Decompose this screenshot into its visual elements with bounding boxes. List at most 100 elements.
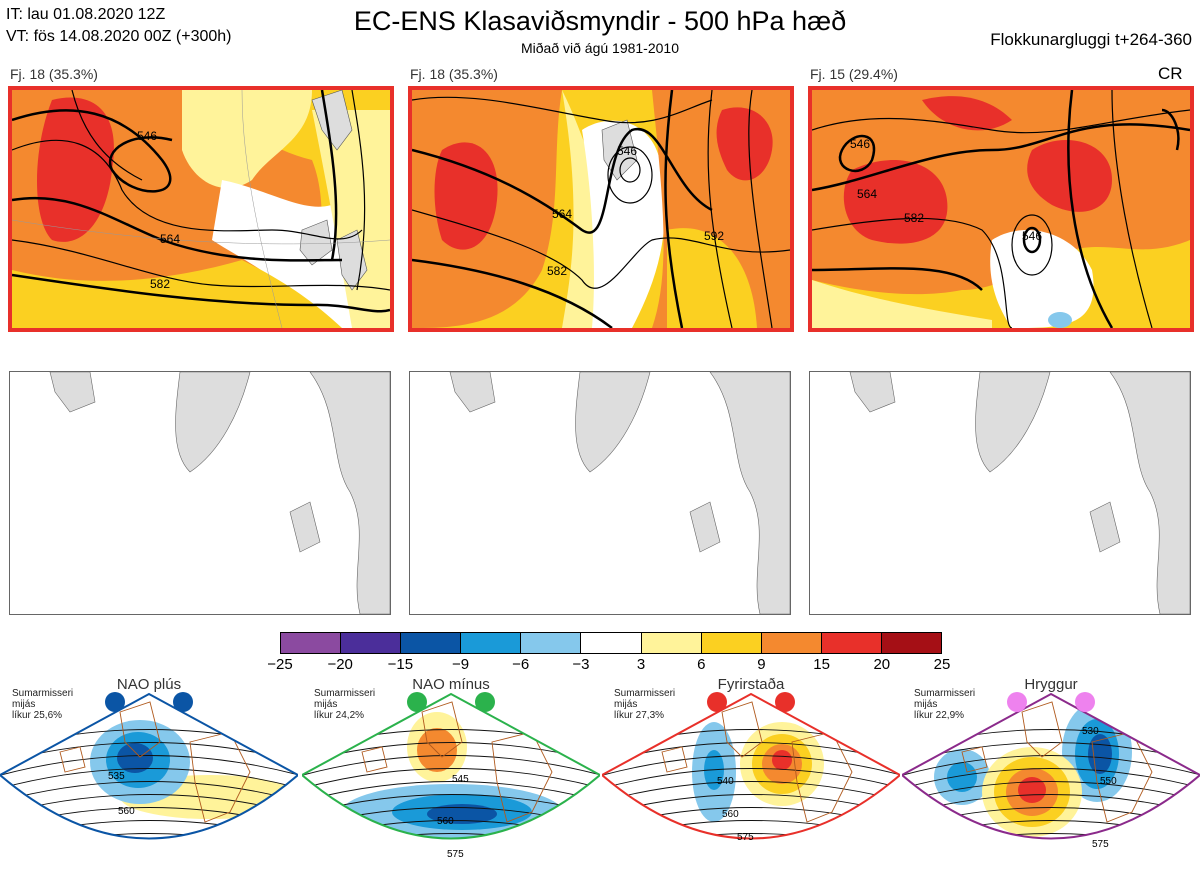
empty-map-3	[809, 371, 1191, 615]
regime-name: NAO mínus	[412, 676, 490, 693]
regime-contour-label: 530	[1082, 726, 1099, 737]
regime-contour-label: 575	[447, 849, 464, 860]
color-scale-cell	[401, 633, 462, 653]
regime-note-line: Sumarmisseri	[12, 688, 74, 699]
contour-label-564: 564	[160, 232, 180, 246]
contour-label-546-b: 546	[1022, 229, 1042, 243]
contour-label-564: 564	[552, 207, 572, 221]
contour-label-582: 582	[547, 264, 567, 278]
cluster-map-3-graphic: 546 564 582 546	[812, 90, 1190, 328]
regime-marker-dot	[775, 692, 795, 712]
regime-note-line: Sumarmisseri	[614, 688, 676, 699]
color-scale-tick: −20	[327, 656, 353, 673]
regime-frame	[900, 692, 1200, 840]
panel-2-label: Fj. 18 (35.3%)	[410, 66, 498, 82]
color-scale-tick: −6	[512, 656, 530, 673]
empty-map-2-graphic	[449, 372, 790, 614]
page-title: EC-ENS Klasaviðsmyndir - 500 hPa hæð	[353, 6, 847, 36]
color-scale-cell	[701, 633, 762, 653]
regime-contour-label: 560	[722, 809, 739, 820]
regime-note-line: líkur 22,9%	[914, 710, 965, 721]
color-scale-cell	[521, 633, 582, 653]
panel-3-tag: CR	[1158, 64, 1183, 83]
color-scale-cell	[761, 633, 822, 653]
regime-note: Sumarmisseri mijás líkur 27,3%	[614, 688, 675, 721]
regime-name: NAO plús	[116, 676, 182, 693]
color-scale-tick: 3	[636, 656, 646, 673]
regime-panel: 540 560 575 Fyrirstaða Sumarmisseri mijás líku…	[600, 672, 902, 871]
regime-contour-label: 550	[1100, 776, 1117, 787]
regime-fan-graphic: 545 560 575	[300, 692, 602, 860]
empty-map-1	[9, 371, 391, 615]
regime-frame	[0, 692, 300, 840]
regime-note-line: líkur 25,6%	[12, 710, 63, 721]
cluster-map-1: 546 564 582	[8, 86, 394, 332]
regime-marker-dot	[105, 692, 125, 712]
regime-note-line: mijás	[914, 699, 938, 710]
empty-map-3-graphic	[849, 372, 1190, 614]
color-scale-tick: 15	[813, 656, 830, 673]
regime-marker-dot	[173, 692, 193, 712]
contour-label-582: 582	[904, 211, 924, 225]
color-scale-cell	[461, 633, 522, 653]
regime-contour-label: 575	[1092, 839, 1109, 850]
regime-frame	[300, 692, 602, 840]
regime-contour-label: 575	[737, 832, 754, 843]
regime-note: Sumarmisseri mijás líkur 24,2%	[314, 688, 375, 721]
regime-note: Sumarmisseri mijás líkur 25,6%	[12, 688, 73, 721]
color-scale-cell	[821, 633, 882, 653]
color-scale-tick: 6	[697, 656, 706, 673]
color-scale-cell	[881, 633, 942, 653]
panel-1-label: Fj. 18 (35.3%)	[10, 66, 98, 82]
contour-label-592: 592	[704, 229, 724, 243]
regime-frame	[600, 692, 902, 840]
regime-panel: 530 550 575 Hryggur Sumarmisseri mijás líkur 2…	[900, 672, 1200, 871]
cluster-map-1-graphic: 546 564 582	[12, 90, 390, 328]
regime-marker-dot	[707, 692, 727, 712]
regime-contour-label: 560	[437, 816, 454, 827]
regime-contour-label: 560	[118, 806, 135, 817]
regime-marker-dot	[407, 692, 427, 712]
cluster-map-2: 546 564 582 592	[408, 86, 794, 332]
regime-name: Fyrirstaða	[717, 676, 785, 693]
regime-note: Sumarmisseri mijás líkur 22,9%	[914, 688, 975, 721]
contour-label-546: 546	[617, 144, 637, 158]
empty-map-2	[409, 371, 791, 615]
color-scale-tick: 25	[933, 656, 951, 673]
regime-contour-label: 540	[717, 776, 734, 787]
contour-label-564: 564	[857, 187, 877, 201]
regime-marker-dot	[1007, 692, 1027, 712]
regime-note-line: Sumarmisseri	[314, 688, 376, 699]
cluster-map-2-graphic: 546 564 582 592	[412, 90, 790, 328]
color-scale-bar	[280, 632, 942, 654]
regime-note-line: líkur 27,3%	[614, 710, 665, 721]
regime-panel: 545 560 575 NAO mínus Sumarmisseri mijás líkur…	[300, 672, 602, 871]
color-scale-cell	[341, 633, 402, 653]
color-scale-tick: −9	[451, 656, 470, 673]
color-scale-cell	[281, 633, 342, 653]
header-info: IT: lau 01.08.2020 12Z VT: fös 14.08.202…	[6, 4, 231, 48]
contour-label-582: 582	[150, 277, 170, 291]
regime-fan-graphic: 540 560 575	[600, 692, 902, 843]
cluster-map-3: 546 564 582 546	[808, 86, 1194, 332]
regime-note-line: mijás	[314, 699, 338, 710]
regime-panel: 535 560 NAO plús Sumarmisseri mijás líkur 25,…	[0, 672, 300, 871]
color-scale-tick: −25	[267, 656, 293, 673]
regime-note-line: mijás	[12, 699, 36, 710]
color-scale-tick: 20	[873, 656, 891, 673]
color-scale-tick: −3	[572, 656, 590, 673]
contour-label-546: 546	[850, 137, 870, 151]
initial-time: IT: lau 01.08.2020 12Z	[6, 6, 166, 23]
regime-fan-graphic: 535 560	[0, 692, 300, 840]
classification-window: Flokkunargluggi t+264-360	[990, 30, 1192, 49]
contour-label-546: 546	[137, 129, 157, 143]
color-scale-cell	[641, 633, 702, 653]
color-scale-cell	[581, 633, 642, 653]
regime-contour-label: 545	[452, 774, 469, 785]
page-subtitle: Miðað við ágú 1981-2010	[520, 40, 679, 56]
valid-time: VT: fös 14.08.2020 00Z (+300h)	[6, 28, 232, 45]
panel-3-label: Fj. 15 (29.4%)	[810, 66, 898, 82]
color-scale-tick: −15	[387, 656, 414, 673]
regime-note-line: mijás	[614, 699, 638, 710]
regime-note-line: Sumarmisseri	[914, 688, 976, 699]
